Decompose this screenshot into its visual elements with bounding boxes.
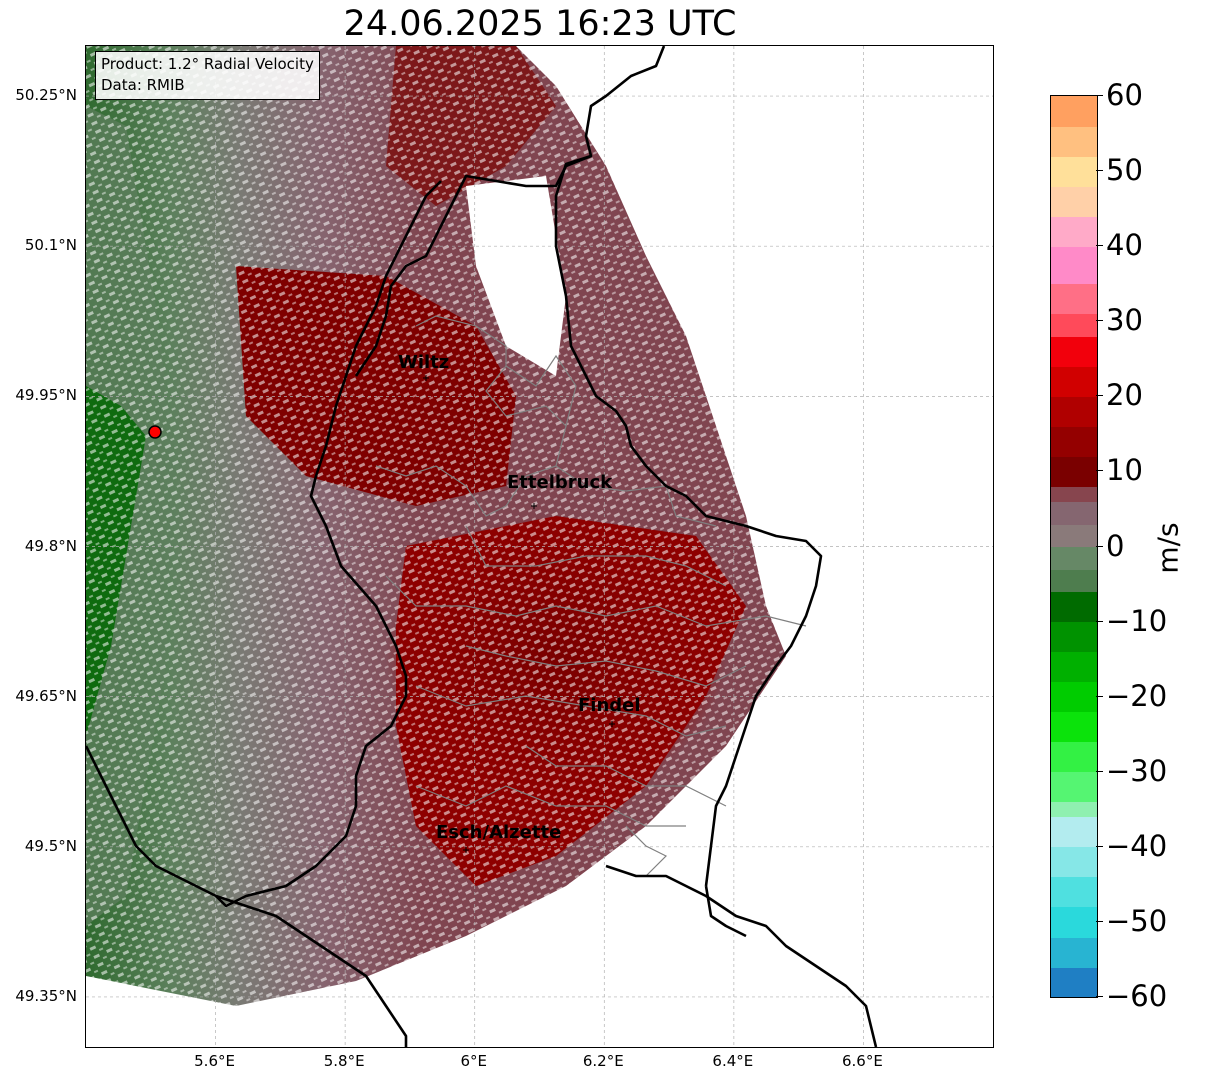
- colorbar-segment: [1051, 96, 1097, 127]
- colorbar-segment: [1051, 126, 1097, 157]
- city-label-wiltz: Wiltz: [398, 352, 450, 373]
- colorbar-segment: [1051, 621, 1097, 653]
- colorbar-tick-label: −30: [1106, 753, 1168, 788]
- colorbar-tick: [1096, 996, 1103, 997]
- colorbar-tick: [1096, 95, 1103, 96]
- city-label-findel: Findel: [578, 695, 641, 716]
- gridlines: [86, 46, 993, 1047]
- colorbar-tick: [1096, 245, 1103, 247]
- colorbar-segment: [1051, 456, 1097, 488]
- velocity-colorbar: [1050, 95, 1098, 998]
- colorbar-tick: [1096, 395, 1103, 397]
- lon-tick-label: 5.6°E: [194, 1052, 235, 1070]
- colorbar-tick-label: −50: [1106, 903, 1168, 938]
- colorbar-segment: [1051, 569, 1097, 593]
- colorbar-tick-label: 0: [1106, 528, 1125, 563]
- colorbar-segment: [1051, 966, 1097, 997]
- city-label-esch-alzette: Esch/Alzette: [436, 822, 562, 843]
- colorbar-tick-label: 40: [1106, 228, 1143, 263]
- lat-tick-label: 49.35°N: [15, 986, 77, 1005]
- lon-tick-label: 6°E: [460, 1052, 487, 1070]
- product-label: Product: 1.2° Radial Velocity: [101, 55, 314, 73]
- colorbar-tick-label: −10: [1106, 603, 1168, 638]
- radar-site-marker: [148, 425, 162, 439]
- colorbar-segment: [1051, 846, 1097, 878]
- product-info-box: Product: 1.2° Radial Velocity Data: RMIB: [95, 51, 320, 100]
- colorbar-segment: [1051, 523, 1097, 548]
- colorbar-segment: [1051, 313, 1097, 337]
- colorbar-tick-label: −60: [1106, 979, 1168, 1013]
- colorbar-tick: [1096, 545, 1103, 547]
- colorbar-segment: [1051, 501, 1097, 525]
- colorbar-unit-label: m/s: [1151, 522, 1185, 574]
- border-lux-france: [215, 894, 408, 1047]
- colorbar-tick-label: 60: [1106, 78, 1143, 112]
- colorbar-segment: [1051, 876, 1097, 908]
- colorbar-segment: [1051, 546, 1097, 570]
- colorbar-segment: [1051, 396, 1097, 427]
- colorbar-segment: [1051, 681, 1097, 713]
- lat-tick-label: 49.5°N: [24, 836, 77, 855]
- colorbar-tick: [1096, 845, 1103, 847]
- lat-tick-label: 49.8°N: [24, 536, 77, 555]
- colorbar-tick: [1096, 695, 1103, 697]
- colorbar-segment: [1051, 156, 1097, 187]
- colorbar-tick-label: −40: [1106, 828, 1168, 863]
- colorbar-segment: [1051, 246, 1097, 285]
- border-france-germany-south: [605, 864, 878, 1047]
- colorbar-segment: [1051, 741, 1097, 773]
- lat-tick-label: 50.1°N: [24, 236, 77, 255]
- city-markers: [423, 375, 615, 853]
- colorbar-segment: [1051, 426, 1097, 457]
- border-lux-west: [86, 180, 442, 908]
- border-east-moselle: [704, 885, 747, 938]
- lon-tick-label: 6.6°E: [842, 1052, 883, 1070]
- colorbar-segment: [1051, 283, 1097, 315]
- colorbar-segment: [1051, 771, 1097, 803]
- colorbar-tick: [1096, 770, 1103, 772]
- colorbar-segment: [1051, 936, 1097, 968]
- colorbar-segment: [1051, 816, 1097, 848]
- colorbar-segment: [1051, 651, 1097, 683]
- city-label-ettelbruck: Ettelbruck: [507, 472, 613, 493]
- colorbar-segment: [1051, 366, 1097, 397]
- colorbar-tick-label: 30: [1106, 303, 1143, 338]
- colorbar-segment: [1051, 186, 1097, 217]
- lat-tick-label: 50.25°N: [15, 86, 77, 105]
- colorbar-segment: [1051, 801, 1097, 818]
- colorbar-tick-label: −20: [1106, 678, 1168, 713]
- lon-tick-label: 6.4°E: [712, 1052, 754, 1070]
- colorbar-tick: [1096, 620, 1103, 622]
- colorbar-tick-label: 20: [1106, 378, 1143, 413]
- colorbar-tick: [1096, 320, 1103, 322]
- colorbar-segment: [1051, 336, 1097, 367]
- country-borders: [86, 46, 878, 1047]
- map-title: 24.06.2025 16:23 UTC: [343, 4, 737, 44]
- colorbar-segment: [1051, 906, 1097, 938]
- lon-tick-label: 6.2°E: [582, 1052, 624, 1070]
- colorbar-tick-label: 10: [1106, 453, 1143, 488]
- colorbar-tick: [1096, 170, 1103, 172]
- border-lux-belgium: [554, 154, 823, 887]
- colorbar-segment: [1051, 486, 1097, 503]
- radar-map: Product: 1.2° Radial Velocity Data: RMIB…: [85, 45, 994, 1048]
- colorbar-segment: [1051, 591, 1097, 623]
- colorbar-tick: [1096, 920, 1103, 922]
- border-germany-lux-north: [354, 46, 666, 377]
- lat-tick-label: 49.65°N: [15, 686, 77, 705]
- radar-map-canvas: [86, 46, 993, 1047]
- colorbar-segment: [1051, 711, 1097, 743]
- colorbar-tick: [1096, 470, 1103, 472]
- colorbar-segment: [1051, 216, 1097, 247]
- lon-tick-label: 5.8°E: [323, 1052, 365, 1070]
- lat-tick-label: 49.95°N: [15, 386, 77, 405]
- colorbar-tick-label: 50: [1106, 153, 1143, 188]
- admin-borders: [375, 315, 807, 877]
- data-source-label: Data: RMIB: [101, 76, 185, 94]
